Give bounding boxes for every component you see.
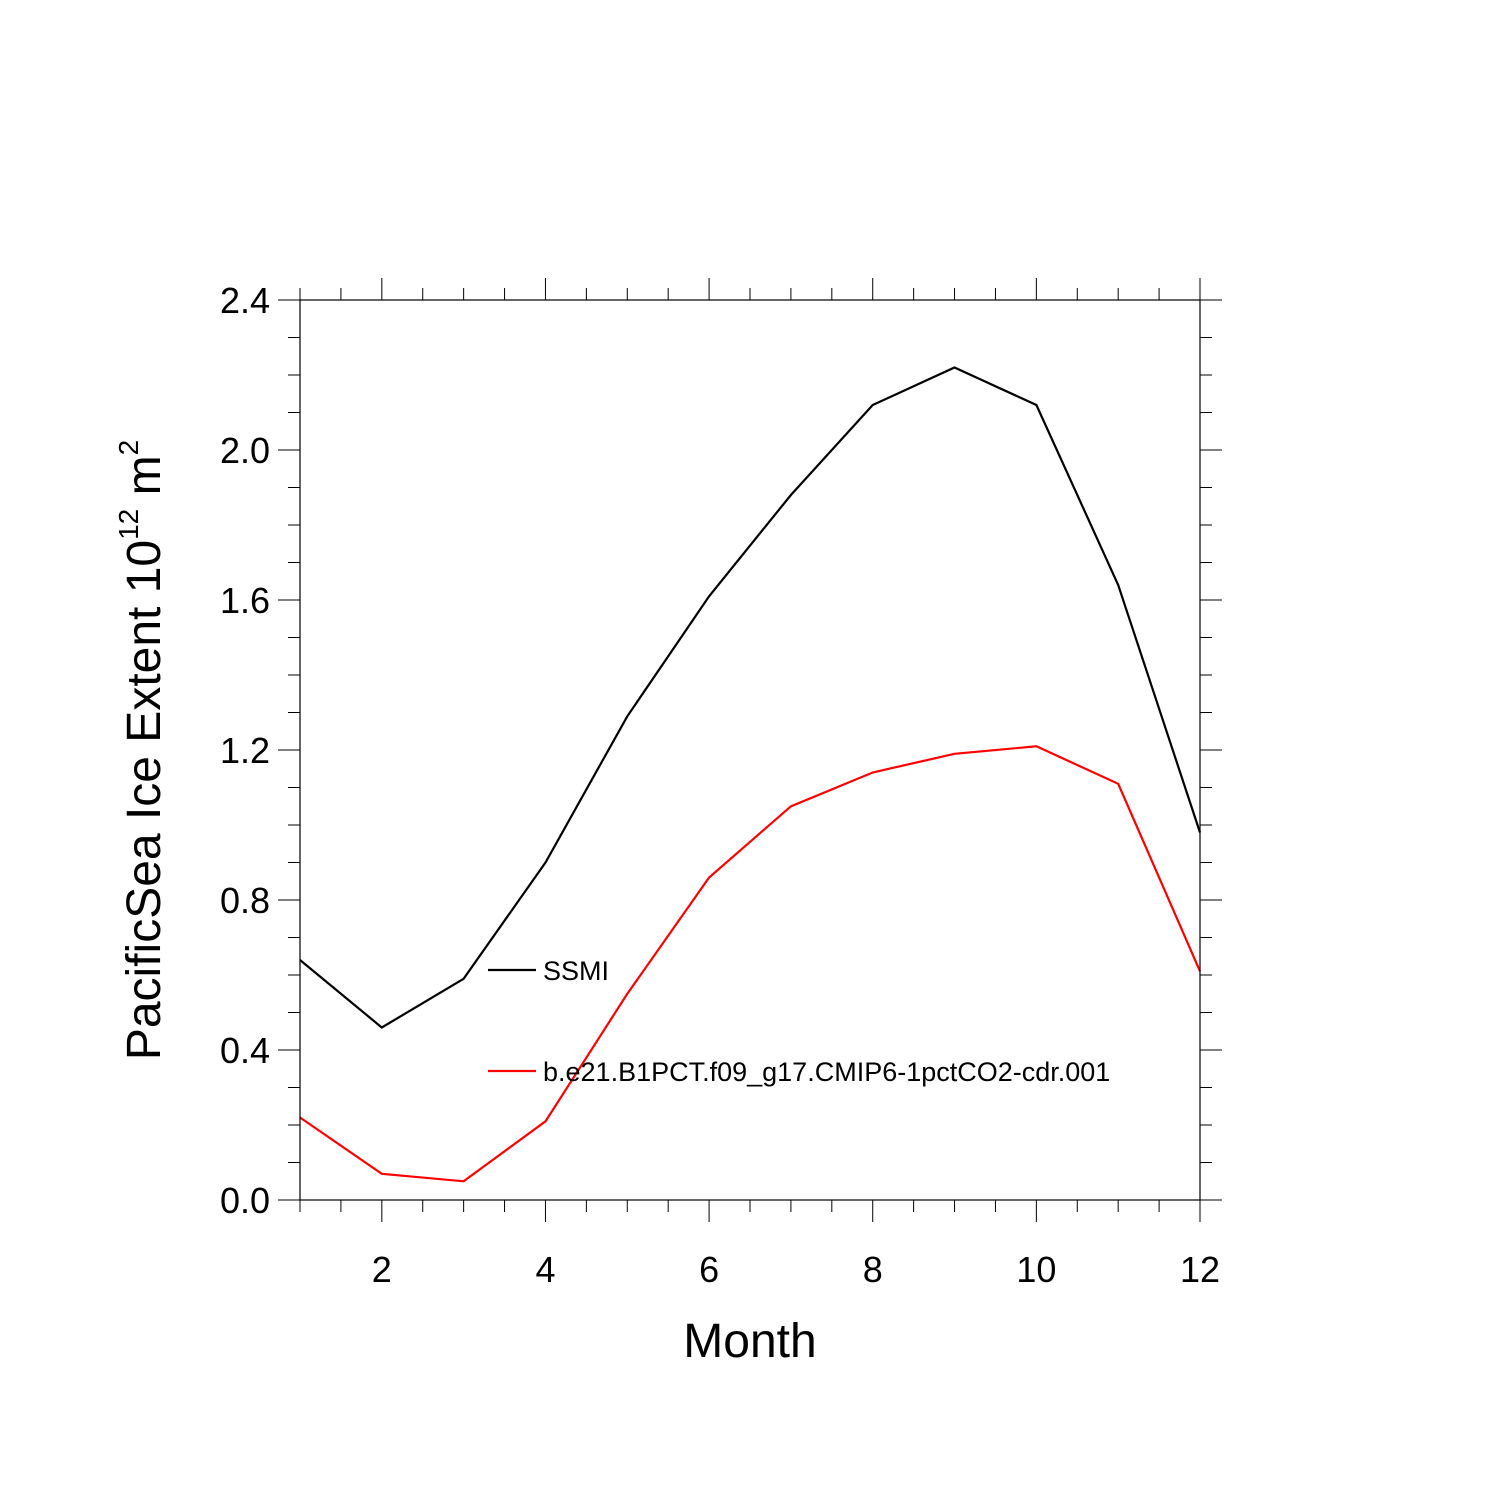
x-tick-labels: 2 4 6 8 10 12: [372, 1249, 1220, 1290]
legend-label-2: b.e21.B1PCT.f09_g17.CMIP6-1pctCO2-cdr.00…: [543, 1057, 1110, 1087]
y-axis-label-main: PacificSea Ice Extent 10: [118, 540, 171, 1060]
y-axis-label-unit-exponent: 2: [113, 440, 144, 456]
y-tick-label: 2.4: [220, 280, 270, 321]
x-tick-label: 8: [863, 1249, 883, 1290]
y-tick-label: 1.6: [220, 580, 270, 621]
x-tick-label: 4: [535, 1249, 555, 1290]
y-tick-label: 0.4: [220, 1030, 270, 1071]
y-tick-label: 0.8: [220, 880, 270, 921]
y-tick-label: 2.0: [220, 430, 270, 471]
y-tick-label: 0.0: [220, 1180, 270, 1221]
axis-ticks: [278, 278, 1222, 1222]
legend: SSMI b.e21.B1PCT.f09_g17.CMIP6-1pctCO2-cd…: [488, 956, 1110, 1087]
y-tick-label: 1.2: [220, 730, 270, 771]
x-tick-label: 10: [1016, 1249, 1056, 1290]
x-tick-label: 12: [1180, 1249, 1220, 1290]
legend-label-1: SSMI: [543, 956, 609, 986]
x-tick-label: 2: [372, 1249, 392, 1290]
y-axis-label-exponent: 12: [113, 509, 144, 540]
series-line-1: [299, 366, 1202, 1029]
y-tick-labels: 0.0 0.4 0.8 1.2 1.6 2.0 2.4: [220, 280, 270, 1221]
x-tick-label: 6: [699, 1249, 719, 1290]
series-line-2: [299, 745, 1202, 1183]
series-lines: [299, 366, 1202, 1183]
x-axis-label: Month: [683, 1315, 816, 1368]
plot-frame: [299, 299, 1201, 1201]
y-axis-label: PacificSea Ice Extent 1012 m2: [113, 440, 171, 1060]
y-axis-label-unit: m: [118, 455, 171, 508]
